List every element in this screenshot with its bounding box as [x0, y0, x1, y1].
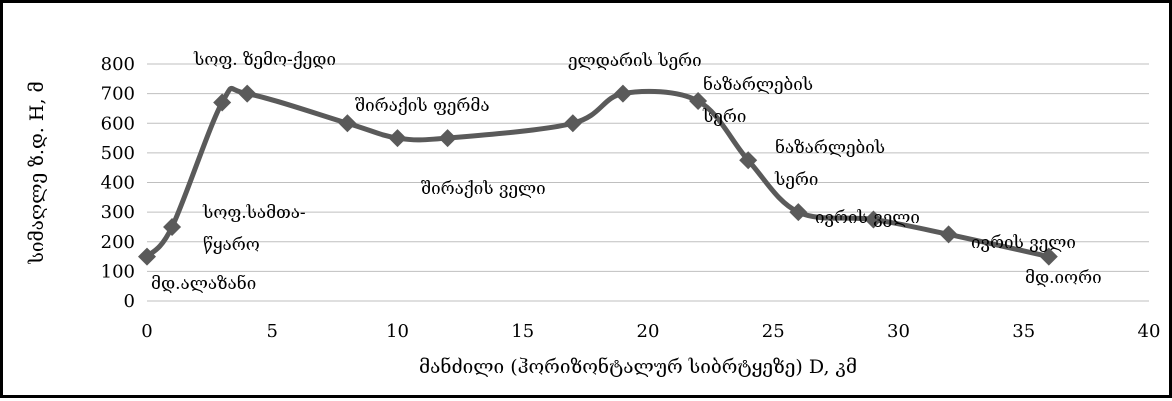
annotation-label: ნაზარლების	[703, 75, 813, 95]
x-tick-label: 5	[267, 321, 278, 342]
series-line	[144, 85, 1052, 260]
y-axis-label: სიმაღლე ზ.დ. H, მ	[26, 81, 48, 264]
annotation-label: სერი	[702, 107, 746, 127]
annotation-0: სოფ. ზემო-ქედი	[193, 50, 336, 70]
x-tick-label: 30	[887, 321, 910, 342]
x-tick-label: 20	[637, 321, 660, 342]
elevation-profile-chart: 0 100 200 300 400 500 600 700 800 0 5 10 15 20 25 30 35…	[26, 50, 1160, 378]
data-point-0	[138, 247, 156, 266]
x-tick-label: 40	[1138, 321, 1161, 342]
y-tick-labels: 0 100 200 300 400 500 600 700 800	[101, 54, 135, 312]
annotation-1: შირაქის ფერმა	[355, 96, 490, 116]
y-tick-label: 700	[101, 84, 135, 105]
data-point-4	[338, 114, 357, 133]
x-tick-label: 35	[1012, 321, 1035, 342]
annotation-label: წყარო	[203, 235, 260, 255]
y-tick-label: 200	[101, 232, 135, 253]
annotation-label: სერი	[774, 170, 818, 190]
x-tick-label: 25	[762, 321, 785, 342]
data-point-5	[388, 129, 407, 148]
annotation-3: ელდარის სერი	[568, 51, 702, 71]
annotation-6: ივრის ველი	[815, 208, 920, 228]
y-tick-label: 400	[101, 173, 135, 194]
x-tick-label: 0	[141, 321, 152, 342]
annotation-7: ივრის ველი	[971, 233, 1076, 253]
data-point-3	[238, 84, 257, 103]
x-tick-label: 15	[511, 321, 534, 342]
x-axis-label: მანძილი (ჰორიზონტალურ სიბრტყეზე) D, კმ	[419, 356, 857, 378]
data-point-9	[689, 92, 708, 111]
data-point-14	[1039, 247, 1058, 266]
y-tick-label: 500	[101, 143, 135, 164]
data-point-12	[864, 210, 883, 229]
data-point-6	[438, 129, 457, 148]
annotation-10: მდ.იორი	[1025, 268, 1102, 288]
annotation-label: სოფ.სამთა-	[202, 203, 306, 223]
data-point-8	[613, 84, 632, 103]
annotation-label: ივრის ველი	[971, 233, 1076, 253]
data-point-2	[213, 93, 232, 112]
annotation-9: მდ.ალაზანი	[151, 274, 256, 294]
data-point-13	[939, 225, 958, 244]
y-tick-label: 600	[101, 113, 135, 134]
y-tick-label: 100	[101, 261, 135, 282]
annotation-label: მდ.ალაზანი	[151, 274, 256, 294]
grid-lines	[147, 63, 1149, 302]
y-tick-label: 800	[101, 54, 135, 75]
annotation-2: შირაქის ველი	[421, 179, 546, 199]
annotation-label: სოფ. ზემო-ქედი	[193, 50, 336, 70]
annotation-8: სოფ.სამთა-წყარო	[202, 203, 306, 255]
annotation-5: ნაზარლების სერი	[774, 138, 885, 190]
annotation-label: მდ.იორი	[1025, 268, 1102, 288]
data-markers	[138, 84, 1058, 266]
annotation-label: შირაქის ველი	[421, 179, 546, 199]
y-tick-label: 0	[124, 291, 135, 312]
annotation-label: ნაზარლების	[775, 138, 885, 158]
annotations: სოფ. ზემო-ქედი შირაქის ფერმა შირაქის ველი ე…	[151, 50, 1102, 294]
x-tick-labels: 0 5 10 15 20 25 30 35 40	[141, 321, 1160, 342]
annotation-4: ნაზარლების სერი	[702, 75, 813, 127]
x-tick-label: 10	[386, 321, 409, 342]
annotation-label: ივრის ველი	[815, 208, 920, 228]
annotation-label: ელდარის სერი	[568, 51, 702, 71]
data-point-7	[563, 114, 582, 133]
data-point-11	[789, 203, 808, 222]
data-point-10	[739, 151, 758, 170]
annotation-label: შირაქის ფერმა	[355, 96, 490, 116]
data-point-1	[163, 217, 182, 236]
y-tick-label: 300	[101, 202, 135, 223]
